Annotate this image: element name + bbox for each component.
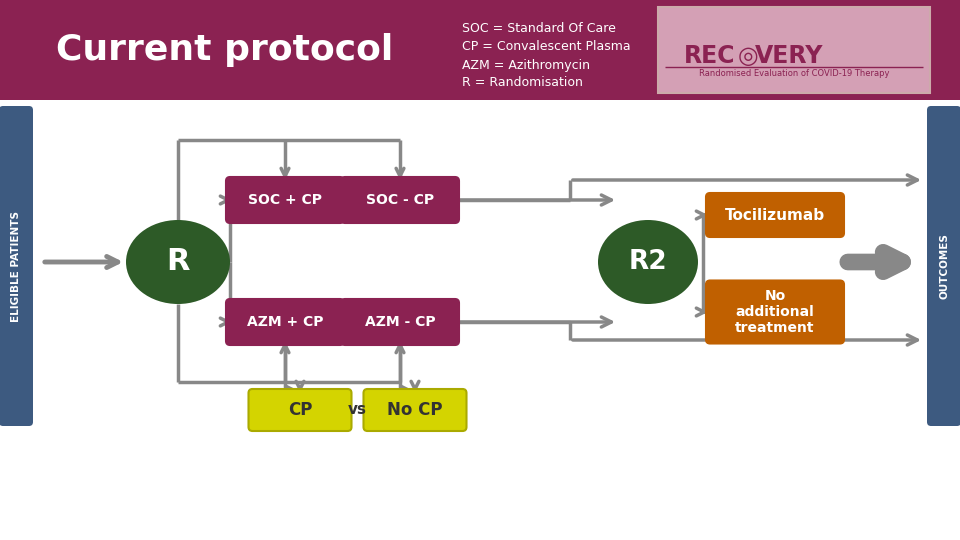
- FancyBboxPatch shape: [226, 177, 344, 223]
- Text: AZM - CP: AZM - CP: [365, 315, 435, 329]
- FancyBboxPatch shape: [226, 299, 344, 345]
- Text: Current protocol: Current protocol: [57, 33, 394, 67]
- FancyBboxPatch shape: [341, 177, 459, 223]
- FancyBboxPatch shape: [0, 106, 33, 426]
- Text: SOC - CP: SOC - CP: [366, 193, 434, 207]
- Ellipse shape: [126, 220, 230, 304]
- Text: SOC + CP: SOC + CP: [248, 193, 322, 207]
- Text: Randomised Evaluation of COVID-19 Therapy: Randomised Evaluation of COVID-19 Therap…: [699, 70, 889, 78]
- Text: CP = Convalescent Plasma: CP = Convalescent Plasma: [462, 40, 631, 53]
- FancyBboxPatch shape: [0, 0, 960, 100]
- FancyBboxPatch shape: [364, 389, 467, 431]
- Text: SOC = Standard Of Care: SOC = Standard Of Care: [462, 23, 616, 36]
- Text: OUTCOMES: OUTCOMES: [939, 233, 949, 299]
- Text: VERY: VERY: [755, 44, 824, 68]
- Text: Tocilizumab: Tocilizumab: [725, 207, 825, 222]
- Text: ◎: ◎: [738, 44, 758, 68]
- Text: AZM + CP: AZM + CP: [247, 315, 324, 329]
- Text: REC: REC: [684, 44, 735, 68]
- Text: R = Randomisation: R = Randomisation: [462, 77, 583, 90]
- Text: R2: R2: [629, 249, 667, 275]
- Text: No
additional
treatment: No additional treatment: [735, 289, 815, 335]
- FancyBboxPatch shape: [706, 280, 844, 343]
- Text: No CP: No CP: [387, 401, 443, 419]
- Text: vs: vs: [348, 402, 367, 417]
- Text: ELIGIBLE PATIENTS: ELIGIBLE PATIENTS: [11, 211, 21, 321]
- Text: AZM = Azithromycin: AZM = Azithromycin: [462, 58, 590, 71]
- Ellipse shape: [598, 220, 698, 304]
- FancyBboxPatch shape: [927, 106, 960, 426]
- Text: CP: CP: [288, 401, 312, 419]
- FancyBboxPatch shape: [341, 299, 459, 345]
- Text: R: R: [166, 247, 190, 276]
- FancyBboxPatch shape: [658, 7, 930, 93]
- FancyBboxPatch shape: [249, 389, 351, 431]
- FancyBboxPatch shape: [706, 193, 844, 237]
